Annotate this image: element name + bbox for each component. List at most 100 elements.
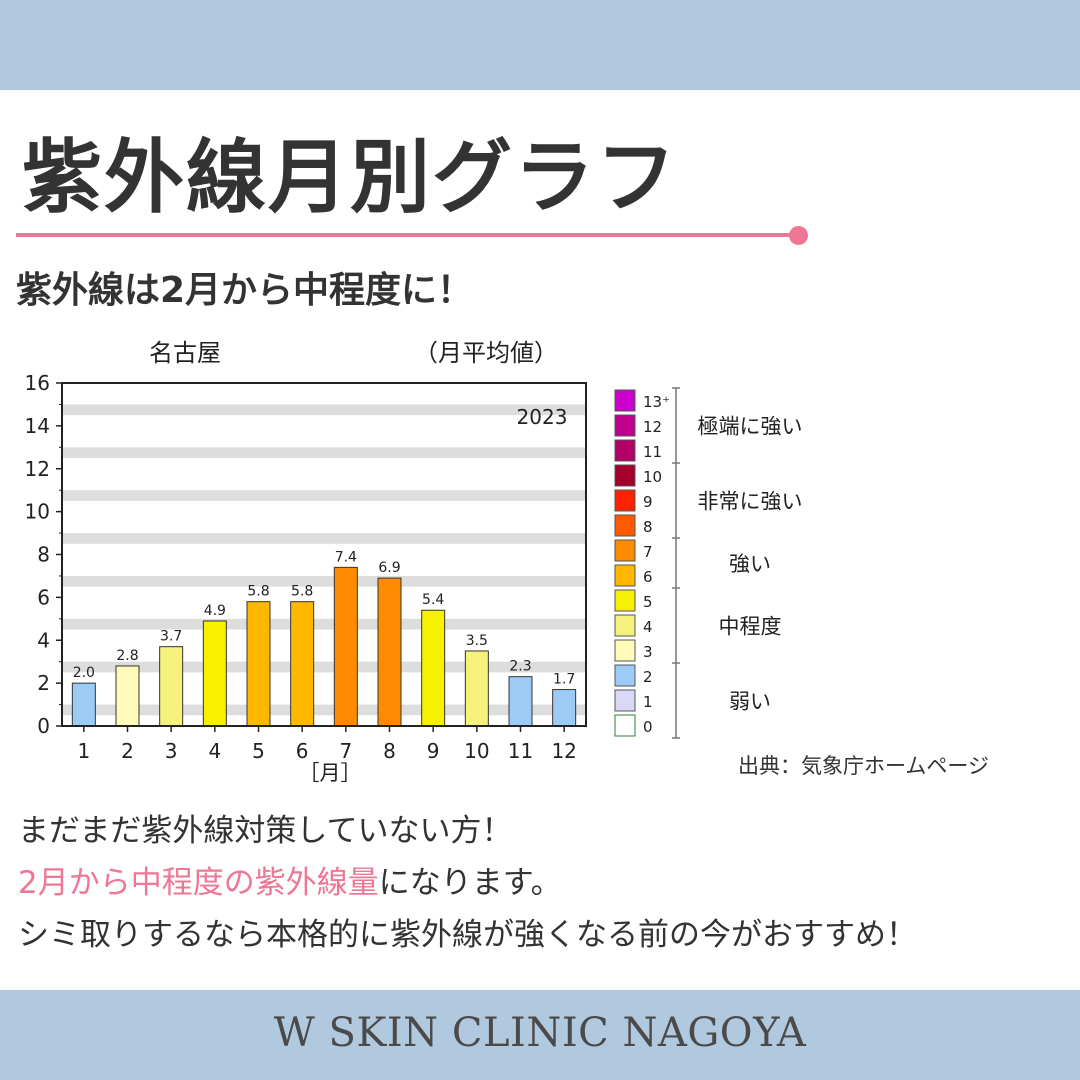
footer-clinic-name: W SKIN CLINIC NAGOYA [273,1010,807,1056]
grid-stripe [62,447,586,459]
legend-category-label: 非常に強い [698,490,803,514]
body-line-3: シミ取りするなら本格的に紫外線が強くなる前の今がおすすめ！ [18,917,917,953]
legend-level-label: 4 [643,618,653,636]
legend-level-label: 0 [643,718,653,736]
legend-level-label: 13⁺ [643,393,670,411]
bar [159,646,184,727]
x-tick-label: 8 [383,739,396,763]
y-tick-label: 6 [37,585,50,609]
x-tick-label: 5 [252,739,265,763]
plot-area [62,383,586,726]
body-line-1: まだまだ紫外線対策していない方！ [18,813,513,849]
legend-category-label: 中程度 [719,615,782,639]
plot-background [62,383,586,726]
x-tick-label: 2 [121,739,134,763]
legend-level-label: 6 [643,568,653,586]
y-tick-label: 2 [37,671,50,695]
bar [508,676,533,727]
legend-swatch [614,439,636,462]
y-tick-label: 0 [37,714,50,738]
source-credit: 出典：気象庁ホームページ [738,754,989,778]
legend-swatch [614,714,636,737]
legend-swatch [614,639,636,662]
bar [202,620,227,727]
y-tick-label: 12 [25,457,50,481]
grid-stripe [62,661,586,673]
legend-swatch [614,464,636,487]
grid-stripe [62,490,586,501]
bar-value-label: 1.7 [553,672,575,688]
y-tick-label: 4 [37,628,50,652]
bar [246,601,271,727]
legend-swatch [614,514,636,537]
bar [115,665,140,727]
x-tick-label: 1 [77,739,90,763]
body-line-2: 2月から中程度の紫外線量になります。 [18,857,917,909]
x-axis-label: ［月］ [299,761,362,785]
legend-category-label: 強い [729,552,771,576]
bars: 2.0 2.8 3.7 4.9 5.8 5.8 7.4 6.9 5.4 3.5 2.3 1.7 [71,549,577,727]
y-axis: 0 2 4 6 8 10 12 14 16 [25,371,62,738]
bar-value-label: 6.9 [378,560,400,576]
legend-level-label: 1 [643,693,653,711]
legend-level-label: 3 [643,643,653,661]
chart-location: 名古屋 [149,339,221,367]
x-tick-label: 4 [208,739,221,763]
grid-stripe [62,704,586,716]
grid-stripe [62,404,586,416]
legend-level-label: 2 [643,668,653,686]
bar [377,577,402,727]
chart-year: 2023 [517,405,568,429]
x-tick-label: 3 [165,739,178,763]
x-tick-label: 10 [464,739,489,763]
x-tick-label: 12 [551,739,576,763]
grid-stripe [62,618,586,630]
bar-value-label: 7.4 [335,549,357,565]
bar [421,609,446,727]
legend-swatch [614,414,636,437]
legend-swatch [614,689,636,712]
bar-value-label: 5.8 [291,584,313,600]
bar-value-label: 2.3 [509,659,531,675]
legend-level-label: 9 [643,493,653,511]
legend-category-label: 弱い [729,690,771,714]
bar-value-label: 4.9 [204,603,226,619]
bar [290,601,315,727]
legend-level-label: 10 [643,468,662,486]
top-band [0,0,1080,90]
legend-swatch [614,389,636,412]
body-highlight: 2月から中程度の紫外線量 [18,865,379,901]
bottom-band [0,990,1080,1080]
y-tick-label: 8 [37,543,50,567]
page-title: 紫外線月別グラフ [22,131,678,224]
legend-level-label: 8 [643,518,653,536]
legend-swatch [614,589,636,612]
legend-swatch [614,664,636,687]
legend-category-label: 極端に強い [698,415,803,439]
bar-value-label: 2.0 [73,665,95,681]
legend-swatch [614,564,636,587]
grid-stripe [62,533,586,544]
y-tick-label: 16 [25,371,50,395]
x-tick-label: 6 [296,739,309,763]
legend-level-label: 12 [643,418,662,436]
x-axis: 1 2 3 4 5 6 7 8 9 10 11 12 [77,726,577,763]
bar [464,650,489,727]
bar-value-label: 3.5 [466,633,488,649]
bar-value-label: 5.8 [247,584,269,600]
title-underline-dot [789,226,808,245]
legend-level-label: 7 [643,543,653,561]
body-text: まだまだ紫外線対策していない方！ 2月から中程度の紫外線量になります。 シミ取り… [18,805,917,961]
y-tick-label: 10 [25,500,50,524]
legend-level-label: 5 [643,593,653,611]
legend-swatch [614,489,636,512]
grid-stripe [62,575,586,587]
bar [552,689,577,727]
x-tick-label: 7 [339,739,352,763]
chart-note: （月平均値） [414,339,558,367]
bar-value-label: 2.8 [116,648,138,664]
x-tick-label: 11 [508,739,533,763]
body-line-2-rest: になります。 [378,865,562,901]
legend-level-label: 11 [643,443,662,461]
